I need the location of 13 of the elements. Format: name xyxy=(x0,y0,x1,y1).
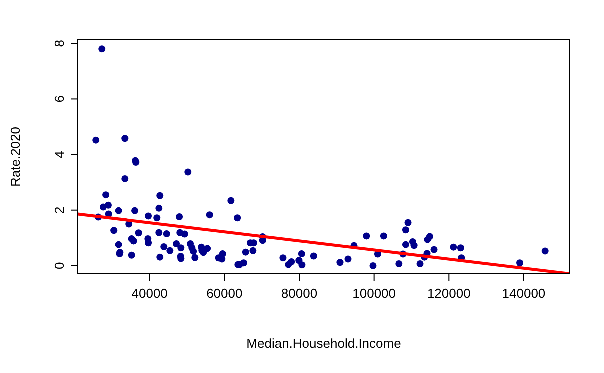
y-tick-label: 0 xyxy=(52,262,67,270)
x-tick-label: 80000 xyxy=(281,286,318,301)
x-tick-label: 100000 xyxy=(352,286,396,301)
x-tick-label: 40000 xyxy=(132,286,168,301)
y-tick-label: 4 xyxy=(52,151,67,158)
x-axis-title: Median.Household.Income xyxy=(246,336,402,351)
y-tick-label: 6 xyxy=(52,96,67,103)
x-tick-label: 140000 xyxy=(502,286,546,301)
x-tick-label: 60000 xyxy=(206,286,243,301)
y-tick-label: 8 xyxy=(52,40,67,48)
y-tick-label: 2 xyxy=(52,206,67,214)
y-axis-title: Rate.2020 xyxy=(8,127,23,187)
x-tick-label: 120000 xyxy=(427,286,471,301)
